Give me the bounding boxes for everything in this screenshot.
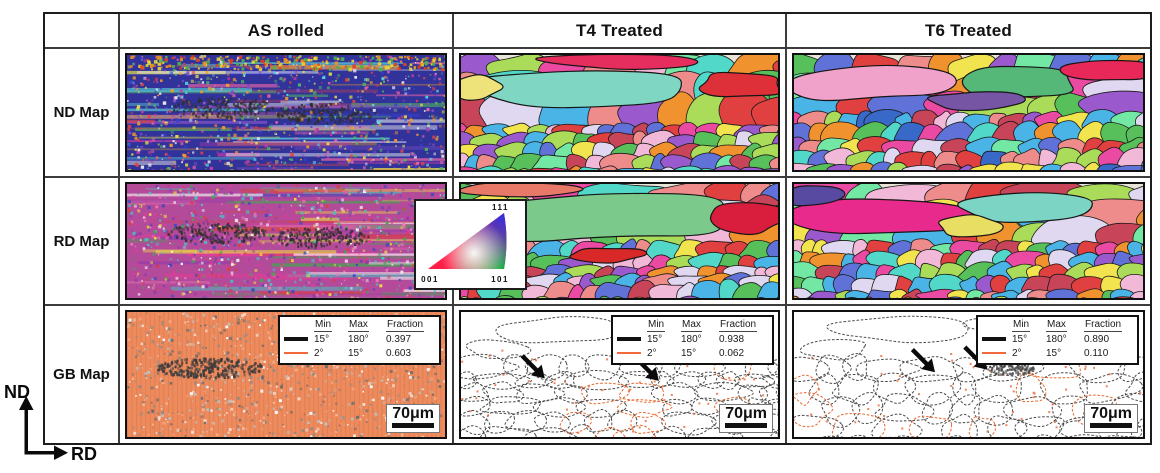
rd-t6-ebsd-map — [794, 184, 1143, 298]
hagb-max: 180° — [681, 333, 719, 346]
ipf-label-101: 101 — [491, 275, 509, 284]
cell-nd-t6 — [787, 49, 1150, 176]
micrograph-gb-t6: Min Max Fraction 15° 180° 0.890 2° 15° 0… — [792, 310, 1145, 439]
hagb-max: 180° — [348, 333, 386, 346]
column-header-t6-treated: T6 Treated — [787, 14, 1150, 47]
hagb-line-swatch — [617, 337, 647, 341]
scale-bar-line — [392, 423, 434, 428]
micrograph-nd-t6 — [792, 53, 1145, 172]
legend-header-fraction: Fraction — [1084, 319, 1122, 332]
scale-bar-label: 70μm — [1090, 406, 1132, 422]
figure-table: AS rolled T4 Treated T6 Treated ND Map R… — [43, 12, 1152, 445]
cell-gb-as-rolled: Min Max Fraction 15° 180° 0.397 2° 15° 0… — [120, 306, 452, 443]
cell-rd-t6 — [787, 178, 1150, 304]
nd-as-rolled-ebsd-map — [127, 55, 445, 170]
nd-rd-axes-icon: ND RD — [2, 380, 106, 468]
row-label-rd-map: RD Map — [45, 178, 118, 304]
axis-label-rd: RD — [71, 444, 97, 464]
micrograph-rd-t6 — [792, 182, 1145, 300]
hagb-fraction: 0.397 — [386, 333, 434, 346]
lagb-min: 2° — [647, 347, 681, 360]
gb-legend-t4: Min Max Fraction 15° 180° 0.938 2° 15° 0… — [611, 315, 774, 365]
micrograph-rd-as-rolled — [125, 182, 447, 300]
scale-bar-label: 70μm — [725, 406, 767, 422]
coordinate-axes: ND RD — [2, 380, 106, 473]
micrograph-nd-as-rolled — [125, 53, 447, 172]
row-label-nd-map: ND Map — [45, 49, 118, 176]
vertical-axis-line — [25, 409, 29, 453]
cell-nd-t4 — [454, 49, 785, 176]
scale-bar-line — [725, 423, 767, 428]
legend-header-fraction: Fraction — [386, 319, 424, 332]
scale-bar-label: 70μm — [392, 406, 434, 422]
micrograph-gb-t4: Min Max Fraction 15° 180° 0.938 2° 15° 0… — [459, 310, 780, 439]
ipf-label-001: 001 — [421, 275, 439, 284]
corner-cell — [45, 14, 118, 47]
hagb-line-swatch — [982, 337, 1012, 341]
lagb-min: 2° — [1012, 347, 1046, 360]
cell-nd-as-rolled — [120, 49, 452, 176]
gb-legend-t6: Min Max Fraction 15° 180° 0.890 2° 15° 0… — [976, 315, 1139, 365]
micrograph-nd-t4 — [459, 53, 780, 172]
legend-header-min: Min — [647, 319, 665, 332]
ipf-label-111: 111 — [492, 203, 509, 212]
rd-as-rolled-ebsd-map — [127, 184, 445, 298]
hagb-line-swatch — [284, 337, 314, 341]
lagb-fraction: 0.110 — [1084, 347, 1132, 360]
legend-header-min: Min — [314, 319, 332, 332]
cell-rd-as-rolled — [120, 178, 452, 304]
hagb-min: 15° — [647, 333, 681, 346]
cell-gb-t6: Min Max Fraction 15° 180° 0.890 2° 15° 0… — [787, 306, 1150, 443]
legend-header-max: Max — [348, 319, 369, 332]
lagb-line-swatch — [284, 352, 314, 354]
hagb-min: 15° — [1012, 333, 1046, 346]
scale-bar: 70μm — [1084, 404, 1138, 433]
hagb-fraction: 0.890 — [1084, 333, 1132, 346]
scale-bar: 70μm — [386, 404, 440, 433]
legend-header-min: Min — [1012, 319, 1030, 332]
column-header-as-rolled: AS rolled — [120, 14, 452, 47]
right-arrow-icon — [54, 446, 68, 461]
micrograph-gb-as-rolled: Min Max Fraction 15° 180° 0.397 2° 15° 0… — [125, 310, 447, 439]
nd-t6-ebsd-map — [794, 55, 1143, 170]
hagb-min: 15° — [314, 333, 348, 346]
lagb-fraction: 0.603 — [386, 347, 434, 360]
lagb-max: 15° — [681, 347, 719, 360]
cell-gb-t4: Min Max Fraction 15° 180° 0.938 2° 15° 0… — [454, 306, 785, 443]
scale-bar-line — [1090, 423, 1132, 428]
hagb-max: 180° — [1046, 333, 1084, 346]
lagb-min: 2° — [314, 347, 348, 360]
lagb-line-swatch — [982, 352, 1012, 354]
horizontal-axis-line — [25, 451, 55, 455]
lagb-fraction: 0.062 — [719, 347, 767, 360]
legend-header-max: Max — [681, 319, 702, 332]
nd-t4-ebsd-map — [461, 55, 778, 170]
ipf-color-key: 111 001 101 — [414, 199, 527, 290]
scale-bar: 70μm — [719, 404, 773, 433]
lagb-line-swatch — [617, 352, 647, 354]
gb-legend-as-rolled: Min Max Fraction 15° 180° 0.397 2° 15° 0… — [278, 315, 441, 365]
column-header-t4-treated: T4 Treated — [454, 14, 785, 47]
lagb-max: 15° — [348, 347, 386, 360]
hagb-fraction: 0.938 — [719, 333, 767, 346]
ipf-triangle-icon: 111 001 101 — [416, 201, 525, 288]
legend-header-fraction: Fraction — [719, 319, 757, 332]
lagb-max: 15° — [1046, 347, 1084, 360]
legend-header-max: Max — [1046, 319, 1067, 332]
